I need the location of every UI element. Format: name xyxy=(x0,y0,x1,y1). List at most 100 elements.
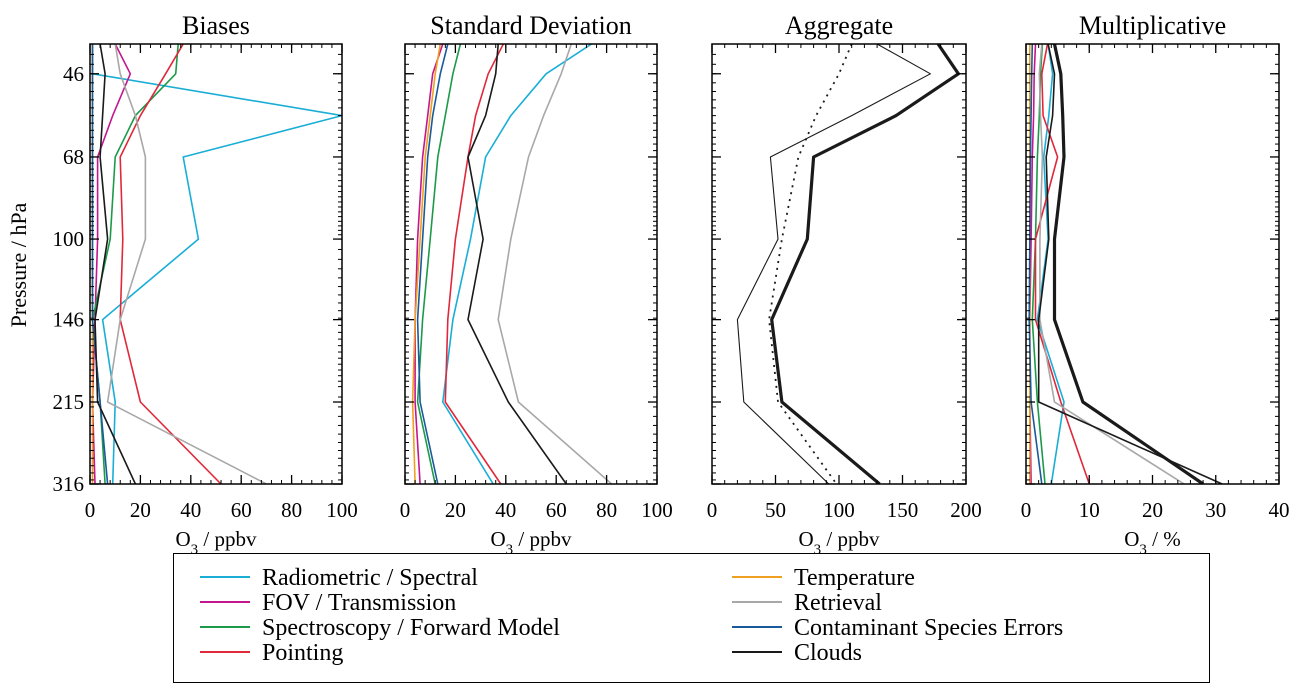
x-tick-label: 0 xyxy=(1021,498,1032,522)
series-line-radiometric xyxy=(441,44,592,484)
x-tick-label: 20 xyxy=(130,498,151,522)
legend-item-spectroscopy: Spectroscopy / Forward Model xyxy=(200,616,560,641)
legend-swatch xyxy=(732,601,782,604)
legend-item-retrieval: Retrieval xyxy=(732,591,1063,616)
series-line-clouds xyxy=(467,44,567,484)
legend-label: Contaminant Species Errors xyxy=(794,615,1064,641)
series-line-clouds-thick xyxy=(1052,44,1205,484)
y-tick-label: 215 xyxy=(53,390,85,414)
legend-swatch xyxy=(732,651,782,654)
panel-aggregate: Aggregate 0 50 100 150 200 O3 / ppbv xyxy=(707,11,982,553)
series-group xyxy=(91,44,342,484)
legend-swatch xyxy=(200,601,250,604)
x-tick-label: 100 xyxy=(641,498,673,522)
series-group xyxy=(736,44,961,484)
legend-swatch xyxy=(732,576,782,579)
panel-title: Multiplicative xyxy=(1079,11,1226,40)
y-tick-label: 68 xyxy=(63,145,84,169)
series-line-pointing xyxy=(119,44,222,484)
y-tick-label: 100 xyxy=(53,227,85,251)
legend-item-clouds: Clouds xyxy=(732,641,1063,666)
series-line-contaminant xyxy=(416,44,449,484)
panel-standard-deviation: Standard Deviation 0 20 40 60 80 100 O3 / ppbv xyxy=(400,11,673,553)
x-axis-label: O3 / ppbv xyxy=(490,527,572,553)
plot-frame xyxy=(89,43,343,485)
legend-label: Retrieval xyxy=(794,590,882,616)
legend-swatch xyxy=(200,626,250,629)
legend-label: Clouds xyxy=(794,640,863,666)
panel-title: Standard Deviation xyxy=(430,11,631,40)
series-line-radiometric xyxy=(1036,44,1065,484)
legend-item-pointing: Pointing xyxy=(200,641,560,666)
x-tick-label: 200 xyxy=(950,498,982,522)
series-line-retrieval xyxy=(106,44,267,484)
legend-item-temperature: Temperature xyxy=(732,566,1063,591)
legend-item-contaminant: Contaminant Species Errors xyxy=(732,616,1063,641)
series-line-clouds xyxy=(1037,44,1223,484)
series-line-clouds-thick xyxy=(770,44,961,484)
x-tick-label: 60 xyxy=(231,498,252,522)
legend-column-left: Radiometric / Spectral FOV / Transmission… xyxy=(200,566,560,666)
legend-label: Radiometric / Spectral xyxy=(262,565,478,591)
legend-item-radiometric: Radiometric / Spectral xyxy=(200,566,560,591)
x-tick-label: 40 xyxy=(180,498,201,522)
legend-label: Temperature xyxy=(794,565,915,591)
legend-label: Pointing xyxy=(262,640,344,666)
panel-title: Aggregate xyxy=(785,11,893,40)
y-tick-label: 146 xyxy=(53,308,85,332)
x-tick-label: 0 xyxy=(707,498,718,522)
x-tick-label: 40 xyxy=(495,498,516,522)
x-tick-label: 100 xyxy=(823,498,855,522)
series-line-retrieval xyxy=(497,44,613,484)
series-line-pointing xyxy=(444,44,505,484)
x-tick-label: 50 xyxy=(765,498,786,522)
x-tick-label: 20 xyxy=(445,498,466,522)
y-axis-label: Pressure / hPa xyxy=(6,202,31,327)
legend-swatch xyxy=(200,576,250,579)
legend-label: FOV / Transmission xyxy=(262,590,457,616)
x-tick-label: 150 xyxy=(887,498,919,522)
series-line-radiometric xyxy=(91,44,342,484)
series-line-fov xyxy=(91,44,132,484)
series-line-spectroscopy xyxy=(416,44,462,484)
y-tick-label: 46 xyxy=(63,62,84,86)
x-tick-label: 40 xyxy=(1269,498,1290,522)
series-line-clouds-dotted xyxy=(768,44,853,484)
plot-frame xyxy=(711,43,967,485)
series-line-clouds xyxy=(94,44,137,484)
y-tick-label: 316 xyxy=(53,472,85,496)
x-tick-label: 80 xyxy=(281,498,302,522)
series-group xyxy=(1028,44,1223,484)
x-tick-label: 30 xyxy=(1205,498,1226,522)
series-line-temperature xyxy=(411,44,442,484)
x-tick-label: 20 xyxy=(1142,498,1163,522)
x-tick-label: 0 xyxy=(85,498,96,522)
legend-item-fov: FOV / Transmission xyxy=(200,591,560,616)
x-tick-label: 10 xyxy=(1079,498,1100,522)
series-group xyxy=(411,44,613,484)
series-line-fov xyxy=(414,44,444,484)
legend-swatch xyxy=(732,626,782,629)
x-axis-label: O3 / ppbv xyxy=(175,527,257,553)
x-axis-label: O3 / ppbv xyxy=(798,527,880,553)
legend: Radiometric / Spectral FOV / Transmission… xyxy=(173,553,1210,683)
x-axis-label: O3 / % xyxy=(1124,527,1181,553)
x-tick-label: 80 xyxy=(596,498,617,522)
legend-label: Spectroscopy / Forward Model xyxy=(262,615,560,641)
x-tick-label: 100 xyxy=(326,498,358,522)
legend-swatch xyxy=(200,651,250,654)
series-line-clouds-thin xyxy=(736,44,931,484)
x-tick-label: 0 xyxy=(400,498,411,522)
series-line-retrieval xyxy=(1038,44,1185,484)
legend-column-right: Temperature Retrieval Contaminant Species … xyxy=(732,566,1063,666)
x-tick-label: 60 xyxy=(546,498,567,522)
panel-title: Biases xyxy=(182,11,250,40)
panel-multiplicative: Multiplicative 0 10 20 30 40 O3 / % xyxy=(1021,11,1290,553)
series-line-contaminant xyxy=(91,44,109,484)
series-line-contaminant xyxy=(1028,44,1043,484)
series-line-pointing xyxy=(1034,44,1091,484)
plot-frame xyxy=(404,43,658,485)
